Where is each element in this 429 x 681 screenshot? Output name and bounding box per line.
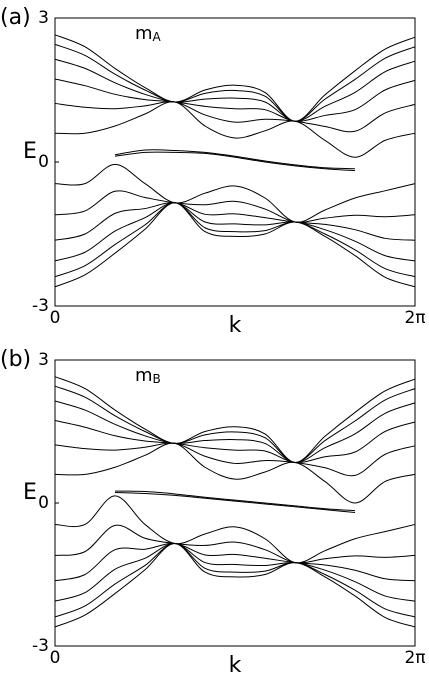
plot-frame bbox=[54, 17, 416, 307]
band-line bbox=[54, 542, 416, 582]
x-tick-label: 2π bbox=[404, 648, 425, 668]
annotation-text: m bbox=[135, 365, 153, 386]
plot-frame bbox=[54, 359, 416, 647]
band-line bbox=[54, 34, 416, 122]
band-line bbox=[54, 420, 416, 464]
band-line bbox=[54, 101, 416, 133]
band-line bbox=[54, 202, 416, 288]
band-line bbox=[54, 495, 416, 564]
y-tick-label: 0 bbox=[38, 493, 49, 513]
band-line bbox=[54, 163, 416, 223]
y-tick-label: 0 bbox=[38, 152, 49, 172]
x-axis-label: k bbox=[229, 653, 242, 678]
annotation-subscript: A bbox=[153, 30, 162, 44]
band-line bbox=[54, 376, 416, 463]
panel-label: (b) bbox=[0, 347, 31, 372]
panel-label: (a) bbox=[0, 5, 31, 30]
band-line bbox=[114, 490, 356, 512]
band-line bbox=[54, 202, 416, 278]
y-tick-label: -3 bbox=[32, 296, 49, 316]
band-line bbox=[54, 442, 416, 477]
band-line bbox=[54, 78, 416, 122]
band-line bbox=[54, 190, 416, 223]
band-line bbox=[54, 543, 416, 628]
band-line bbox=[114, 492, 356, 514]
y-tick-label: 3 bbox=[38, 350, 49, 370]
x-tick-label: 2π bbox=[404, 308, 425, 328]
band-line bbox=[54, 202, 416, 262]
band-line bbox=[114, 149, 356, 170]
band-line bbox=[54, 101, 416, 158]
y-axis-label: E bbox=[23, 480, 37, 505]
band-line bbox=[54, 58, 416, 122]
annotation: mA bbox=[135, 23, 162, 44]
annotation-text: m bbox=[135, 23, 153, 44]
x-tick-label: 0 bbox=[50, 648, 61, 668]
band-line bbox=[54, 202, 416, 241]
band-line bbox=[54, 543, 416, 618]
annotation: mB bbox=[135, 365, 161, 386]
band-line bbox=[54, 442, 416, 504]
band-line bbox=[54, 385, 416, 463]
band-line bbox=[54, 43, 416, 122]
y-axis-label: E bbox=[23, 139, 37, 164]
y-tick-label: 3 bbox=[38, 8, 49, 28]
x-tick-label: 0 bbox=[50, 308, 61, 328]
annotation-subscript: B bbox=[153, 372, 161, 386]
band-line bbox=[114, 151, 356, 172]
x-axis-label: k bbox=[229, 313, 242, 338]
band-line bbox=[54, 400, 416, 463]
band-line bbox=[54, 524, 416, 564]
y-tick-label: -3 bbox=[32, 636, 49, 656]
band-line bbox=[54, 543, 416, 602]
